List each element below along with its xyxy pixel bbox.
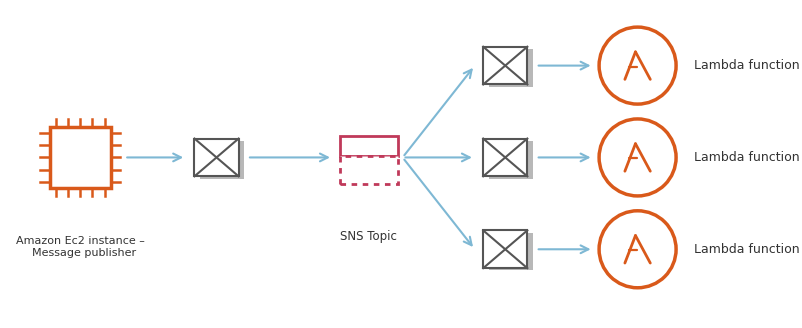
FancyBboxPatch shape: [489, 233, 533, 270]
FancyBboxPatch shape: [489, 49, 533, 87]
FancyBboxPatch shape: [483, 230, 528, 268]
FancyBboxPatch shape: [195, 138, 239, 176]
FancyBboxPatch shape: [483, 47, 528, 84]
FancyBboxPatch shape: [50, 127, 111, 188]
Text: Lambda function: Lambda function: [694, 243, 800, 256]
FancyBboxPatch shape: [340, 156, 398, 184]
Text: Lambda function: Lambda function: [694, 151, 800, 164]
Text: SNS Topic: SNS Topic: [341, 230, 397, 243]
FancyBboxPatch shape: [340, 136, 398, 156]
Text: Amazon Ec2 instance –
  Message publisher: Amazon Ec2 instance – Message publisher: [16, 236, 144, 258]
FancyBboxPatch shape: [489, 141, 533, 178]
FancyBboxPatch shape: [483, 138, 528, 176]
Text: Lambda function: Lambda function: [694, 59, 800, 72]
FancyBboxPatch shape: [200, 141, 245, 178]
